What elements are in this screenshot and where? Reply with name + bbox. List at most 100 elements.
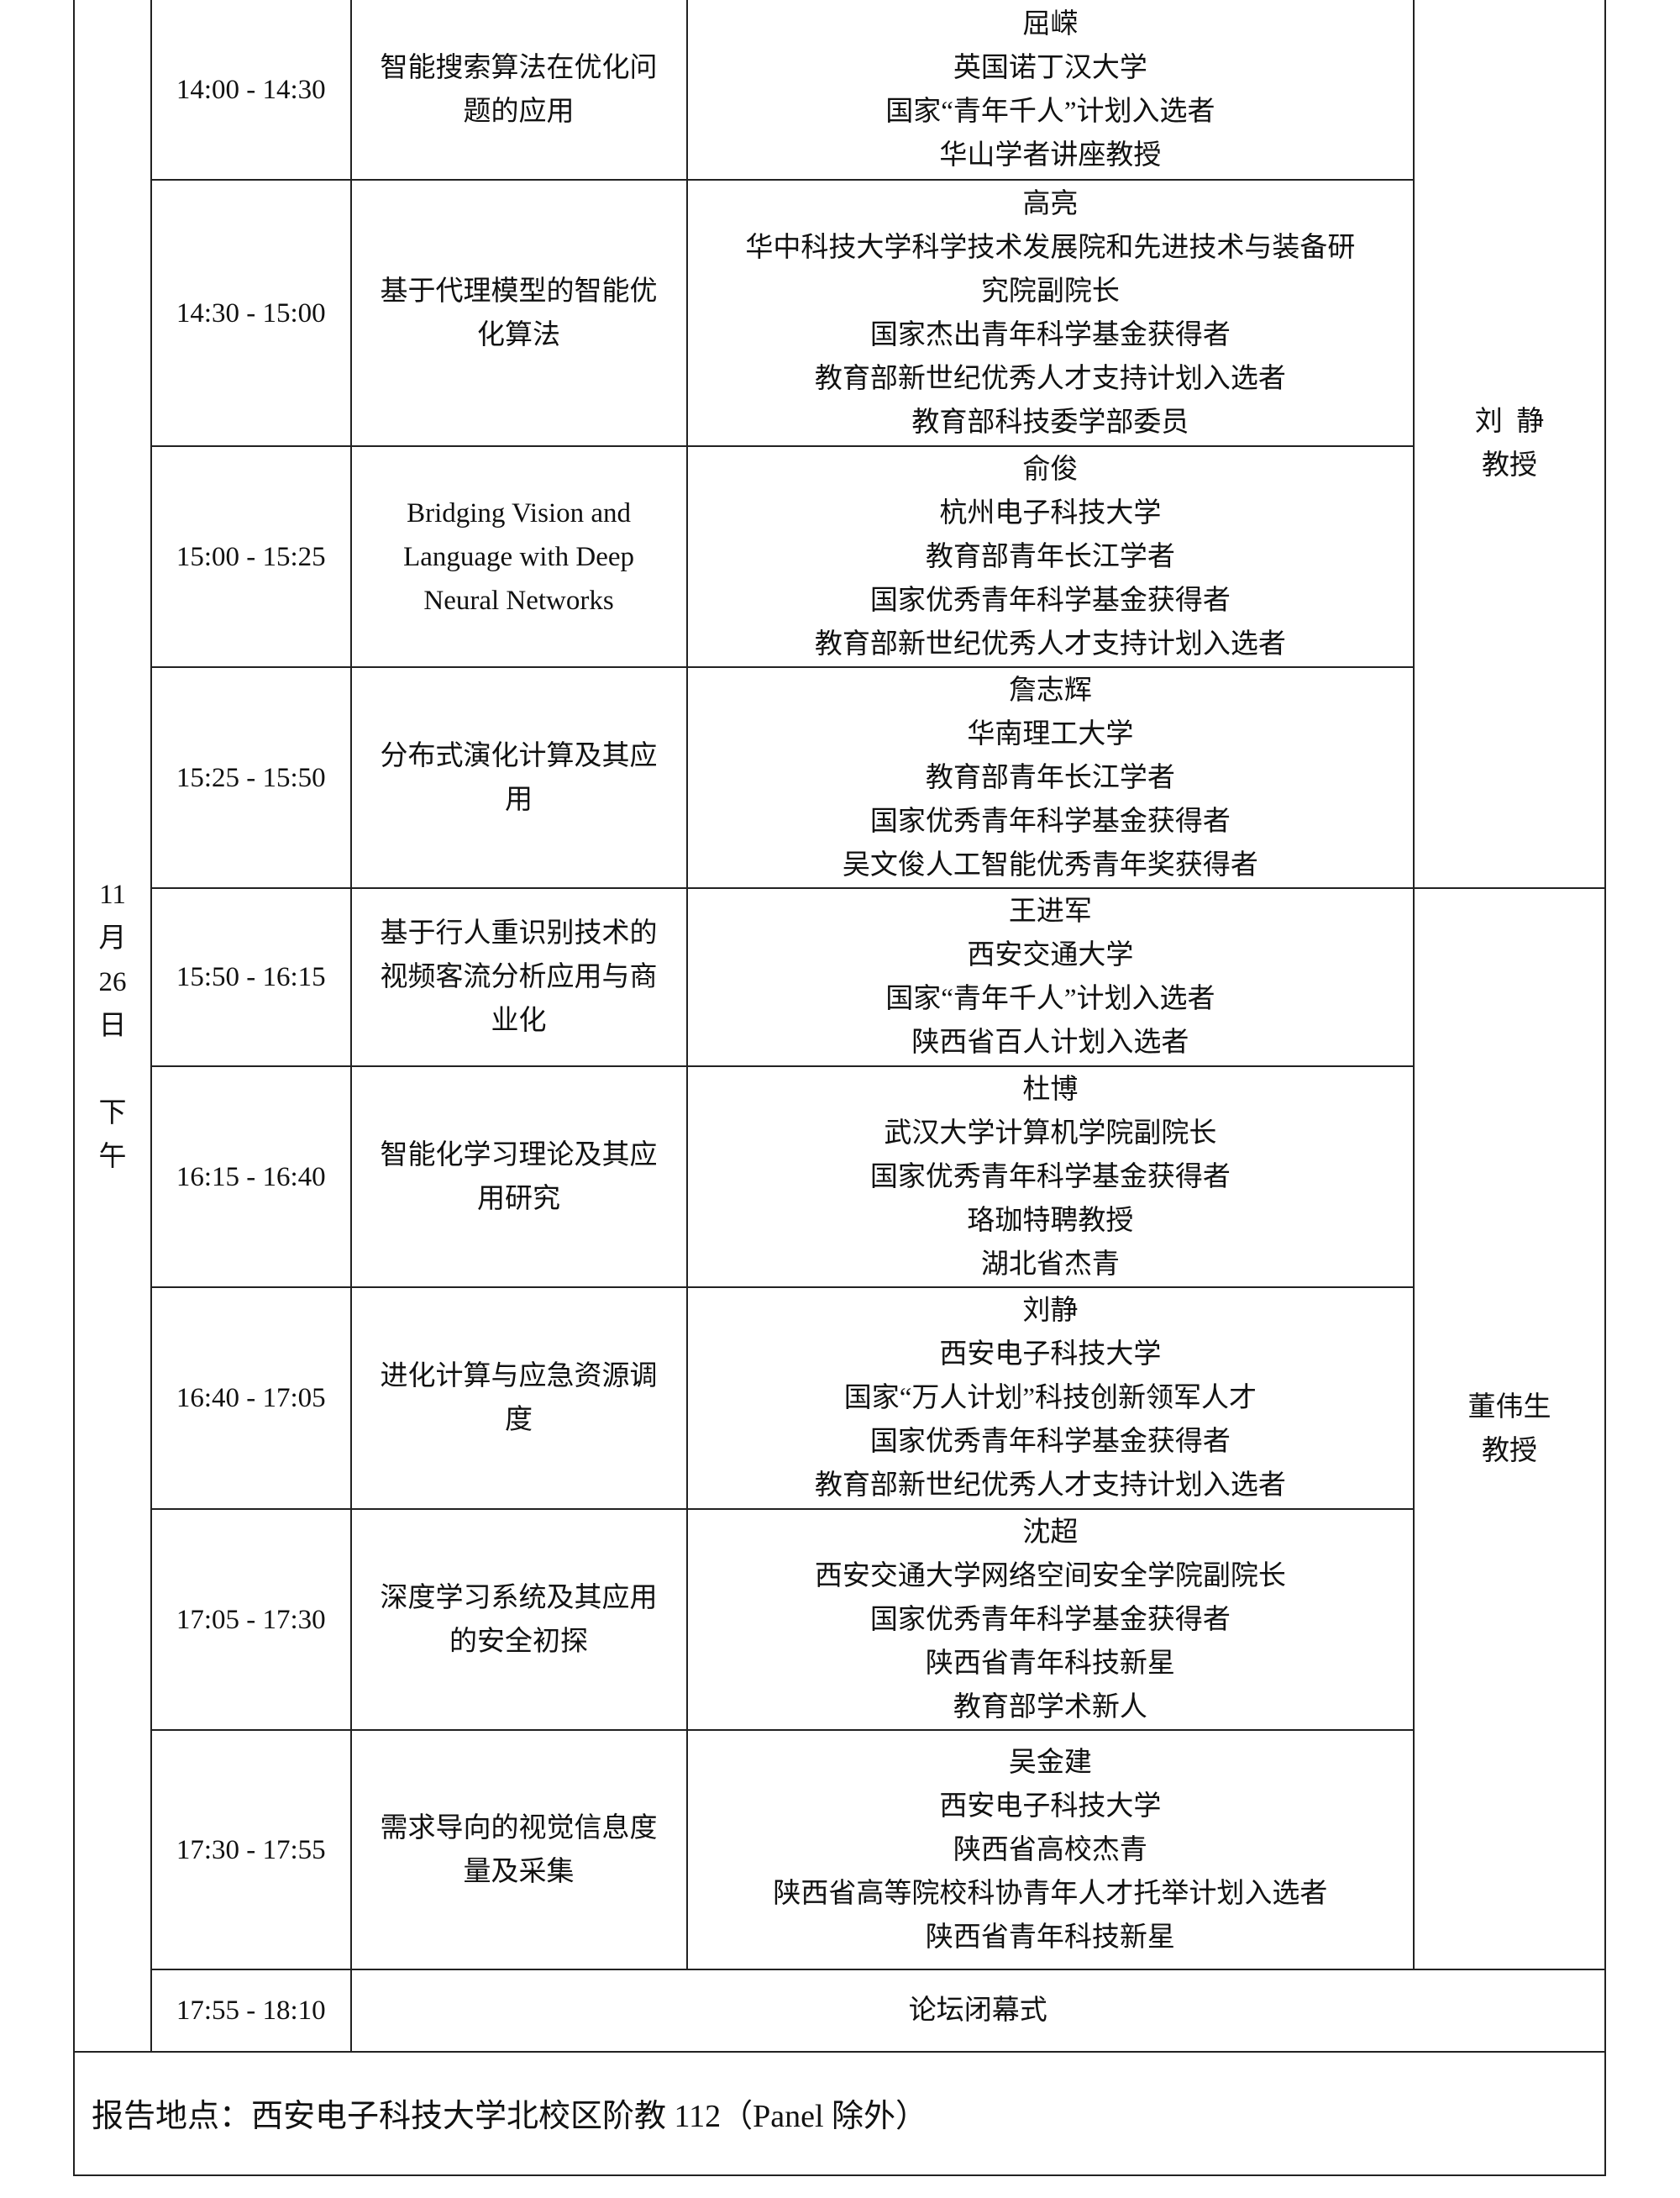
date-char: 下 — [98, 1097, 127, 1128]
chair-title: 教授 — [1482, 450, 1538, 481]
session-title: 需求导向的视觉信息度量及采集 — [349, 1729, 688, 1970]
speaker-info: 国家优秀青年科学基金获得者 — [869, 1604, 1231, 1635]
speaker-info: 西安交通大学网络空间安全学院副院长 — [814, 1560, 1286, 1591]
speaker-cell: 詹志辉华南理工大学教育部青年长江学者国家优秀青年科学基金获得者 吴文俊人工智能优秀… — [685, 666, 1415, 889]
speaker-name: 屈嵘 — [1022, 8, 1079, 39]
speaker-name: 詹志辉 — [1008, 675, 1092, 706]
session-time: 15:25 - 15:50 — [150, 666, 352, 889]
speaker-name: 杜博 — [1022, 1074, 1079, 1105]
venue-text: 报告地点：西安电子科技大学北校区阶教 112（Panel 除外） — [92, 2099, 928, 2134]
session-title: 基于行人重识别技术的视频客流分析应用与商业化 — [349, 887, 688, 1067]
session-title-text: 基于行人重识别技术的视频客流分析应用与商业化 — [380, 918, 658, 1036]
closing-title: 论坛闭幕式 — [349, 1969, 1606, 2053]
date-char — [85, 1048, 140, 1091]
session-title-text: 进化计算与应急资源调度 — [380, 1361, 658, 1435]
speaker-info: 国家优秀青年科学基金获得者 — [869, 1161, 1231, 1192]
speaker-cell: 吴金建 西安电子科技大学 陕西省高校杰青 陕西省高等院校科协青年人才托举计划入选者 陕西… — [685, 1729, 1415, 1970]
speaker-info: 陕西省高等院校科协青年人才托举计划入选者 — [773, 1878, 1328, 1909]
speaker-info: 教育部新世纪优秀人才支持计划入选者 — [814, 628, 1286, 660]
session-title-text: 深度学习系统及其应用的安全初探 — [380, 1582, 658, 1657]
session-title: 进化计算与应急资源调度 — [349, 1286, 688, 1510]
speaker-info: 陕西省百人计划入选者 — [911, 1028, 1189, 1058]
speaker-info: 究院副院长 — [980, 276, 1120, 307]
session-title-text: 智能搜索算法在优化问题的应用 — [380, 52, 658, 127]
session-row: 11 月 26 日 下午 14:00 - 14:30 智能搜索算法在优化问题的应用 屈嵘 英国… — [73, 0, 1606, 2053]
speaker-cell: 王进军西安交通大学国家“青年千人”计划入选者 陕西省百人计划入选者 — [685, 887, 1415, 1067]
date-char: 午 — [98, 1141, 127, 1172]
speaker-name: 俞俊 — [1022, 454, 1079, 485]
session-row: 17:30 - 17:55 需求导向的视觉信息度量及采集 吴金建 西安电子科技大学 陕西… — [74, 1729, 1605, 1970]
speaker-info: 英国诺丁汉大学 — [953, 52, 1147, 83]
speaker-info: 湖北省杰青 — [980, 1249, 1120, 1280]
speaker-info: 国家优秀青年科学基金获得者 — [869, 1427, 1231, 1457]
session-title-text: 基于代理模型的智能优化算法 — [380, 276, 658, 350]
speaker-info: 陕西省青年科技新星 — [925, 1648, 1175, 1679]
session-title-text: 需求导向的视觉信息度量及采集 — [380, 1812, 658, 1887]
session-title-text: Bridging Vision and Language with Deep N… — [403, 497, 634, 616]
speaker-info: 华山学者讲座教授 — [939, 139, 1162, 171]
speaker-name: 王进军 — [1008, 897, 1092, 927]
speaker-name: 沈超 — [1022, 1517, 1079, 1548]
session-title: 基于代理模型的智能优化算法 — [349, 179, 688, 447]
speaker-cell: 俞俊 杭州电子科技大学 教育部青年长江学者 国家优秀青年科学基金获得者 教育部新世纪优秀… — [685, 445, 1415, 668]
speaker-info: 西安电子科技大学 — [939, 1339, 1162, 1370]
closing-row: 17:55 - 18:10 论坛闭幕式 — [74, 1969, 1606, 2053]
speaker-info: 武汉大学计算机学院副院长 — [884, 1117, 1217, 1149]
session-title-text: 智能化学习理论及其应用研究 — [380, 1139, 658, 1214]
speaker-name: 吴金建 — [1008, 1747, 1092, 1778]
venue-footer: 报告地点：西安电子科技大学北校区阶教 112（Panel 除外） — [73, 2051, 1606, 2176]
session-row: 15:25 - 15:50 分布式演化计算及其应用 詹志辉 华南理工大学 教育部青年长江… — [74, 666, 1605, 889]
chair-cell: 董伟生 教授 — [1413, 887, 1606, 1970]
chair-title: 教授 — [1482, 1435, 1538, 1466]
speaker-info: 西安电子科技大学 — [939, 1790, 1162, 1822]
session-time: 14:00 - 14:30 — [150, 0, 352, 181]
closing-time: 17:55 - 18:10 — [150, 1969, 352, 2053]
speaker-cell: 刘静 西安电子科技大学 国家“万人计划”科技创新领军人才 国家优秀青年科学基金获得者教… — [685, 1286, 1415, 1510]
date-char: 日 — [98, 1010, 127, 1041]
session-time: 15:50 - 16:15 — [150, 887, 352, 1067]
date-cell: 11 月 26 日 下午 — [73, 0, 152, 2053]
speaker-info: 国家杰出青年科学基金获得者 — [869, 319, 1231, 350]
session-time: 15:00 - 15:25 — [150, 445, 352, 668]
session-row: 14:30 - 15:00 基于代理模型的智能优化算法 高亮 华中科技大学科学技术发展… — [74, 179, 1605, 447]
chair-name: 刘 静 — [1474, 407, 1545, 437]
session-title: Bridging Vision and Language with Deep N… — [349, 445, 688, 668]
date-char: 26 — [98, 966, 127, 997]
session-time: 16:15 - 16:40 — [150, 1065, 352, 1288]
speaker-info: 西安交通大学 — [967, 940, 1134, 970]
session-title-text: 分布式演化计算及其应用 — [380, 740, 658, 815]
speaker-info: 教育部新世纪优秀人才支持计划入选者 — [814, 1470, 1286, 1501]
chair-name: 董伟生 — [1467, 1391, 1551, 1422]
speaker-info: 珞珈特聘教授 — [967, 1205, 1134, 1236]
speaker-info: 华南理工大学 — [967, 718, 1134, 749]
speaker-info: 华中科技大学科学技术发展院和先进技术与装备研 — [745, 232, 1356, 263]
session-title: 深度学习系统及其应用的安全初探 — [349, 1508, 688, 1731]
speaker-info: 教育部学术新人 — [953, 1691, 1147, 1722]
speaker-info: 吴文俊人工智能优秀青年奖获得者 — [842, 849, 1258, 881]
session-title: 智能化学习理论及其应用研究 — [349, 1065, 688, 1288]
speaker-info: 国家优秀青年科学基金获得者 — [869, 585, 1231, 616]
speaker-info: 杭州电子科技大学 — [939, 497, 1162, 528]
session-time: 14:30 - 15:00 — [150, 179, 352, 447]
speaker-info: 教育部青年长江学者 — [925, 762, 1175, 793]
session-title: 分布式演化计算及其应用 — [349, 666, 688, 889]
session-row: 15:00 - 15:25 Bridging Vision and Languag… — [74, 445, 1605, 668]
session-time: 17:05 - 17:30 — [150, 1508, 352, 1731]
session-row: 16:40 - 17:05 进化计算与应急资源调度 刘静 西安电子科技大学 国家“万人计… — [74, 1286, 1605, 1510]
session-time: 17:30 - 17:55 — [150, 1729, 352, 1970]
session-row: 17:05 - 17:30 深度学习系统及其应用的安全初探 沈超 西安交通大学网络空间… — [74, 1508, 1605, 1731]
speaker-name: 高亮 — [1022, 188, 1079, 219]
speaker-info: 陕西省高校杰青 — [953, 1834, 1147, 1865]
speaker-cell: 高亮华中科技大学科学技术发展院和先进技术与装备研 究院副院长国家杰出青年科学基金获… — [685, 179, 1415, 447]
date-char: 11 — [99, 879, 126, 910]
speaker-info: 国家“万人计划”科技创新领军人才 — [843, 1383, 1257, 1413]
session-time: 16:40 - 17:05 — [150, 1286, 352, 1510]
speaker-info: 国家优秀青年科学基金获得者 — [869, 806, 1231, 837]
speaker-cell: 沈超西安交通大学网络空间安全学院副院长 国家优秀青年科学基金获得者 陕西省青年科技新… — [685, 1508, 1415, 1731]
speaker-cell: 杜博武汉大学计算机学院副院长 国家优秀青年科学基金获得者 珞珈特聘教授 湖北省杰青 — [685, 1065, 1415, 1288]
session-row: 16:15 - 16:40 智能化学习理论及其应用研究 杜博 武汉大学计算机学院副院长… — [74, 1065, 1605, 1288]
speaker-info: 教育部新世纪优秀人才支持计划入选者 — [814, 363, 1286, 394]
speaker-info: 国家“青年千人”计划入选者 — [885, 96, 1215, 127]
session-title: 智能搜索算法在优化问题的应用 — [349, 0, 688, 181]
speaker-info: 国家“青年千人”计划入选者 — [885, 984, 1215, 1014]
